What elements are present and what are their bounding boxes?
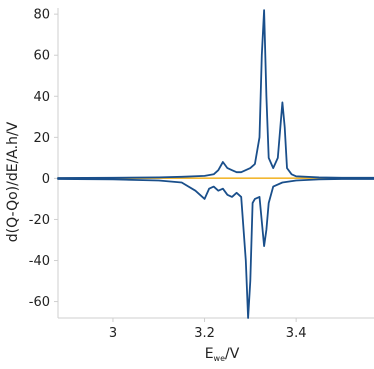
x-tick-label: 3.2: [194, 326, 215, 341]
y-tick-label: 0: [42, 172, 50, 187]
y-tick-label: 60: [33, 49, 50, 64]
x-axis-label-main: E: [205, 346, 214, 362]
series-line-3: [57, 178, 374, 319]
y-tick-label: -20: [29, 213, 50, 228]
y-tick-label: 20: [33, 131, 50, 146]
y-axis-label: d(Q-Qo)/dE/A.h/V: [5, 121, 21, 242]
x-axis-label-unit: /V: [225, 346, 240, 362]
x-axis-label: Ewe/V: [205, 346, 240, 363]
x-tick-label: 3.4: [286, 326, 307, 341]
y-tick-label: -40: [29, 254, 50, 269]
series-line-2: [57, 9, 374, 179]
y-tick-label: 80: [33, 8, 50, 23]
tick-layer: 80 60 40 20 0 -20 -40 -60 3 3.2 3.4: [29, 8, 307, 341]
axes: [57, 8, 374, 319]
series-layer: [57, 9, 374, 319]
x-axis-label-subscript: we: [214, 354, 226, 363]
y-tick-label: -60: [29, 295, 50, 310]
x-tick-label: 3: [109, 326, 117, 341]
y-tick-label: 40: [33, 90, 50, 105]
